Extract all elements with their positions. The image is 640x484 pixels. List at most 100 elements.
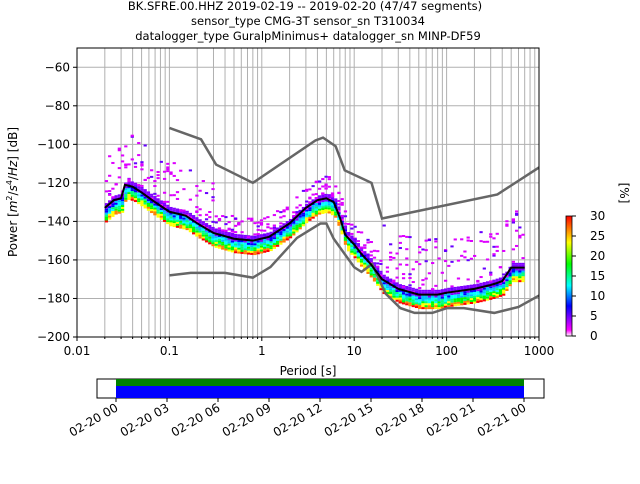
heatmap-cell <box>492 253 496 256</box>
heatmap-cell <box>311 212 315 215</box>
heatmap-cell <box>253 222 257 225</box>
heatmap-cell <box>469 301 474 304</box>
y-tick-label: −180 <box>37 291 70 305</box>
heatmap-cell <box>133 194 138 197</box>
heatmap-cell <box>272 246 276 249</box>
heatmap-cell <box>104 190 109 193</box>
heatmap-cell <box>137 202 141 205</box>
heatmap-cell <box>514 212 519 215</box>
heatmap-cell <box>347 222 351 225</box>
heatmap-cell <box>179 220 183 223</box>
heatmap-cell <box>330 195 335 198</box>
heatmap-cell <box>469 294 474 297</box>
heatmap-cell <box>201 230 205 233</box>
heatmap-cell <box>353 252 357 255</box>
heatmap-cell <box>117 194 121 197</box>
heatmap-cell <box>298 225 302 228</box>
heatmap-cell <box>146 191 151 194</box>
heatmap-cell <box>395 276 399 279</box>
heatmap-cell <box>127 178 131 181</box>
heatmap-cell <box>492 287 496 290</box>
heatmap-cell <box>453 302 457 305</box>
heatmap-cell <box>133 165 138 168</box>
heatmap-cell <box>324 199 328 202</box>
heatmap-cell <box>431 291 435 294</box>
heatmap-cell <box>140 168 144 171</box>
heatmap-cell <box>292 231 296 234</box>
heatmap-cell <box>140 198 144 201</box>
heatmap-cell <box>431 301 435 304</box>
heatmap-cell <box>282 223 286 226</box>
heatmap-cell <box>159 160 163 163</box>
heatmap-cell <box>460 295 464 298</box>
heatmap-cell <box>272 237 276 240</box>
heatmap-cell <box>492 281 496 284</box>
heatmap-cell <box>298 213 302 216</box>
heatmap-cell <box>185 222 189 225</box>
heatmap-cell <box>508 270 512 273</box>
heatmap-cell <box>437 257 441 260</box>
heatmap-cell <box>130 135 134 138</box>
heatmap-cell <box>282 229 286 232</box>
heatmap-cell <box>275 237 280 240</box>
heatmap-cell <box>508 282 512 285</box>
heatmap-cell <box>366 256 370 259</box>
heatmap-cell <box>208 242 212 245</box>
heatmap-cell <box>460 254 464 257</box>
heatmap-cell <box>166 168 170 171</box>
heatmap-cell <box>511 221 515 224</box>
heatmap-cell <box>502 284 506 287</box>
heatmap-cell <box>385 292 390 295</box>
heatmap-cell <box>117 209 121 212</box>
heatmap-cell <box>217 244 222 247</box>
heatmap-cell <box>211 234 215 237</box>
heatmap-cell <box>156 198 160 201</box>
heatmap-cell <box>314 210 318 213</box>
heatmap-cell <box>153 203 157 206</box>
heatmap-cell <box>505 279 509 282</box>
heatmap-cell <box>511 280 515 283</box>
heatmap-cell <box>282 215 286 218</box>
heatmap-cell <box>195 230 199 233</box>
heatmap-cell <box>324 207 328 210</box>
heatmap-cell <box>518 234 522 237</box>
heatmap-cell <box>285 208 289 211</box>
heatmap-cell <box>408 236 412 239</box>
heatmap-cell <box>111 203 115 206</box>
heatmap-cell <box>356 260 360 263</box>
heatmap-cell <box>298 223 302 226</box>
heatmap-cell <box>188 212 193 215</box>
heatmap-cell <box>427 303 432 306</box>
heatmap-cell <box>395 252 399 255</box>
heatmap-cell <box>253 236 257 239</box>
heatmap-cell <box>175 216 180 219</box>
heatmap-cell <box>463 291 467 294</box>
x-tick-label: 0.01 <box>64 344 91 358</box>
heatmap-cell <box>447 287 451 290</box>
heatmap-cell <box>108 213 112 216</box>
heatmap-cell <box>159 210 163 213</box>
heatmap-cell <box>108 211 112 214</box>
heatmap-cell <box>114 200 118 203</box>
heatmap-cell <box>427 289 432 292</box>
heatmap-cell <box>224 238 228 241</box>
heatmap-cell <box>198 236 202 239</box>
heatmap-cell <box>369 267 373 270</box>
heatmap-cell <box>434 238 438 241</box>
heatmap-cell <box>453 286 457 289</box>
heatmap-cell <box>192 228 196 231</box>
heatmap-cell <box>502 280 506 283</box>
heatmap-cell <box>476 289 480 292</box>
heatmap-cell <box>418 263 422 266</box>
heatmap-cell <box>359 258 364 261</box>
heatmap-cell <box>288 236 293 239</box>
heatmap-cell <box>382 284 386 287</box>
heatmap-cell <box>321 178 325 181</box>
heatmap-cell <box>369 250 373 253</box>
heatmap-cell <box>401 300 406 303</box>
heatmap-cell <box>514 244 519 247</box>
heatmap-cell <box>440 289 444 292</box>
timeline-tick-label: 02-20 18 <box>373 400 427 439</box>
heatmap-cell <box>272 245 276 248</box>
heatmap-cell <box>256 252 260 255</box>
